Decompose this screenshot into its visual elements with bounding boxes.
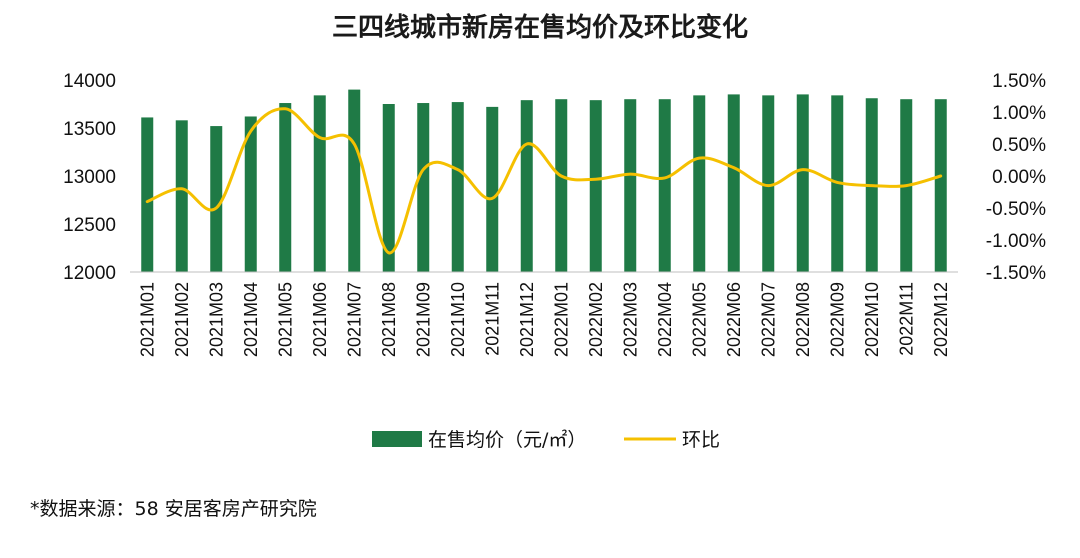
- x-tick-label: 2021M07: [344, 282, 364, 357]
- left-tick-label: 14000: [63, 71, 116, 92]
- bar: [417, 103, 430, 272]
- left-tick-label: 13000: [63, 167, 116, 188]
- bar: [175, 120, 188, 272]
- left-axis-ticks: 12000 12500 13000 13500 14000: [63, 71, 116, 284]
- x-tick-label: 2022M01: [551, 282, 571, 357]
- bar: [555, 99, 568, 272]
- x-tick-label: 2022M09: [827, 282, 847, 357]
- bar: [727, 94, 740, 273]
- x-tick-label: 2021M10: [448, 282, 468, 357]
- right-tick-label: -1.00%: [986, 231, 1046, 252]
- bar: [589, 100, 602, 272]
- bar: [693, 95, 706, 272]
- bar: [934, 99, 947, 272]
- right-tick-label: -0.50%: [986, 199, 1046, 220]
- bar: [141, 117, 154, 272]
- x-tick-label: 2022M11: [896, 282, 916, 356]
- source-note: *数据来源：58 安居客房产研究院: [30, 498, 317, 520]
- legend: 在售均价（元/㎡） 环比: [372, 428, 720, 451]
- chart: 三四线城市新房在售均价及环比变化 12000 12500 13000 13500 140…: [63, 12, 1046, 451]
- bar: [762, 95, 775, 272]
- x-tick-label: 2021M01: [137, 282, 157, 357]
- x-tick-label: 2022M07: [758, 282, 778, 357]
- right-tick-label: 0.50%: [992, 135, 1046, 156]
- line-series: [145, 107, 943, 255]
- x-tick-label: 2021M02: [172, 282, 192, 357]
- x-tick-label: 2022M03: [620, 282, 640, 357]
- bar: [244, 116, 257, 272]
- bar: [658, 99, 671, 272]
- x-tick-label: 2021M05: [275, 282, 295, 357]
- legend-line-label: 环比: [682, 429, 720, 451]
- x-tick-label: 2021M11: [482, 282, 502, 356]
- bar-series: [141, 89, 947, 273]
- bar: [210, 126, 223, 272]
- bar: [520, 100, 533, 272]
- x-tick-label: 2022M06: [724, 282, 744, 357]
- x-tick-label: 2021M12: [517, 282, 537, 357]
- left-tick-label: 13500: [63, 119, 116, 140]
- x-tick-label: 2022M12: [931, 282, 951, 357]
- right-tick-label: 1.50%: [992, 71, 1046, 92]
- x-tick-label: 2021M06: [310, 282, 330, 357]
- legend-bar-swatch: [372, 431, 422, 447]
- x-tick-label: 2022M05: [689, 282, 709, 357]
- x-axis-ticks: 2021M01 2021M02 2021M03 2021M04 2021M05 2021M…: [137, 282, 951, 357]
- bar: [279, 103, 292, 272]
- left-tick-label: 12000: [63, 263, 116, 284]
- legend-bar-label: 在售均价（元/㎡）: [428, 428, 586, 451]
- line-path: [145, 107, 943, 255]
- left-tick-label: 12500: [63, 215, 116, 236]
- x-tick-label: 2021M04: [241, 282, 261, 357]
- right-tick-label: 1.00%: [992, 103, 1046, 124]
- bar: [382, 104, 395, 272]
- bar: [451, 102, 464, 272]
- bar: [486, 106, 499, 272]
- x-tick-label: 2022M02: [586, 282, 606, 357]
- x-tick-label: 2022M08: [793, 282, 813, 357]
- x-tick-label: 2021M09: [413, 282, 433, 357]
- right-tick-label: 0.00%: [992, 167, 1046, 188]
- x-tick-label: 2021M03: [206, 282, 226, 357]
- bar: [348, 89, 361, 272]
- bar: [796, 94, 809, 273]
- right-axis-ticks: -1.50% -1.00% -0.50% 0.00% 0.50% 1.00% 1.50%: [986, 71, 1046, 284]
- x-tick-label: 2022M10: [862, 282, 882, 357]
- right-tick-label: -1.50%: [986, 263, 1046, 284]
- x-tick-label: 2021M08: [379, 282, 399, 357]
- chart-title: 三四线城市新房在售均价及环比变化: [332, 12, 748, 43]
- x-tick-label: 2022M04: [655, 282, 675, 357]
- bar: [313, 95, 326, 272]
- bar: [624, 99, 637, 272]
